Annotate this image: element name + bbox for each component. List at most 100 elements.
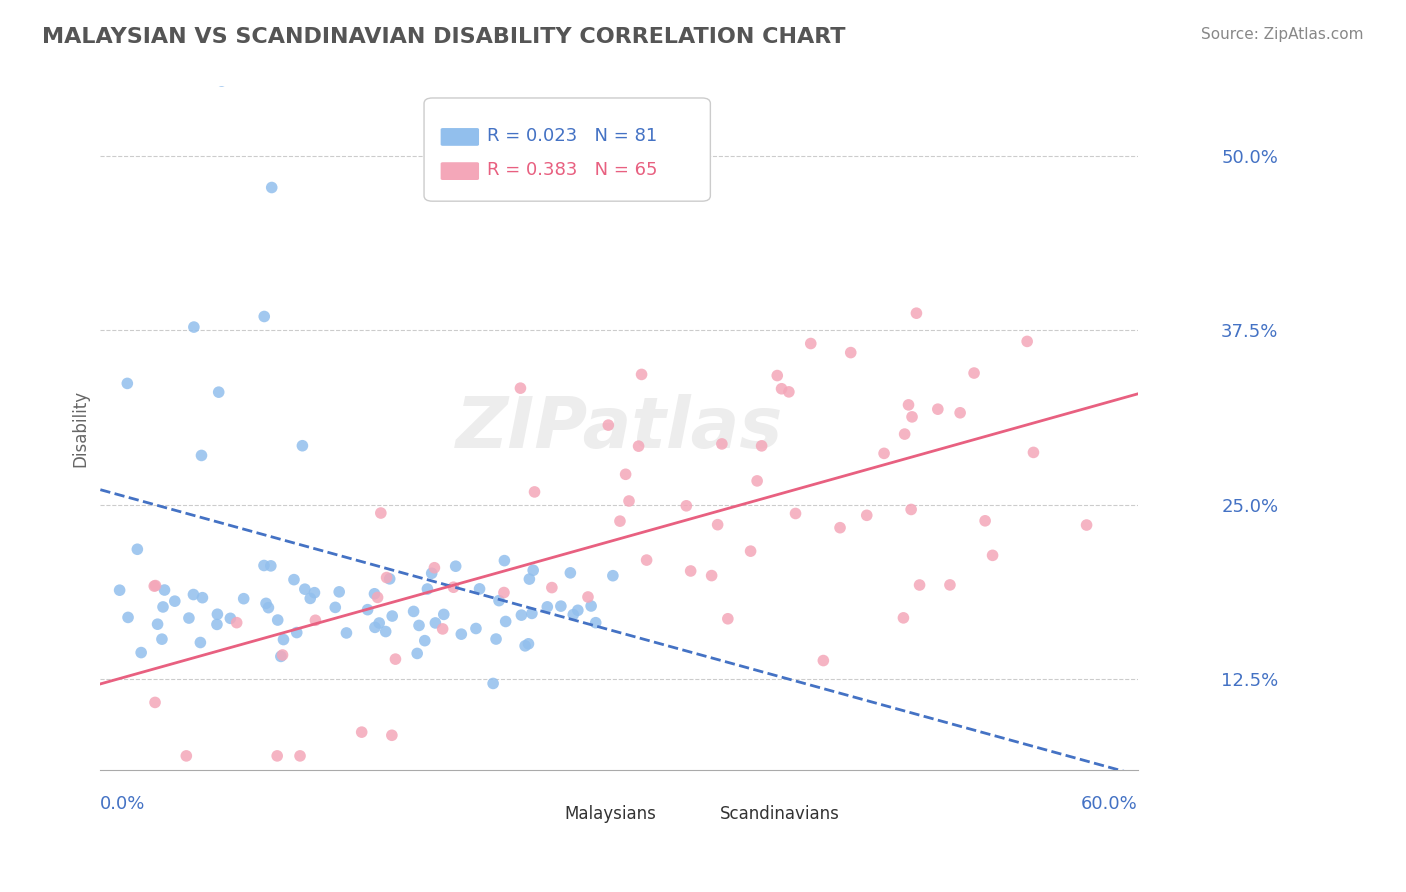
Point [323,600,346,615]
Point [1022,445,1045,459]
Point [700,568,723,582]
Point [270,649,292,664]
Point [416,582,439,596]
Point [485,632,508,646]
Point [420,566,443,581]
Point [706,517,728,532]
Text: R = 0.023   N = 81: R = 0.023 N = 81 [488,127,658,145]
FancyBboxPatch shape [425,98,710,202]
Point [402,604,425,618]
Point [283,573,305,587]
Text: 60.0%: 60.0% [1081,795,1137,813]
Point [288,748,311,763]
Point [408,618,430,632]
Point [550,599,572,614]
Text: ZIPatlas: ZIPatlas [456,393,783,463]
Point [747,474,769,488]
Point [129,646,152,660]
FancyBboxPatch shape [440,162,479,180]
Point [974,514,997,528]
Point [191,591,214,605]
Point [232,591,254,606]
Point [598,418,620,433]
Point [260,558,283,573]
Point [873,446,896,460]
Point [177,611,200,625]
Point [319,0,342,5]
Point [519,572,541,586]
Point [257,600,280,615]
Point [617,494,640,508]
Point [176,748,198,763]
Point [939,578,962,592]
Point [253,558,276,573]
Point [381,728,404,742]
Point [778,384,800,399]
Point [433,607,456,622]
Point [444,559,467,574]
Point [145,578,167,592]
Point [205,617,228,632]
Point [636,553,658,567]
Point [675,499,697,513]
Point [630,368,652,382]
Point [679,564,702,578]
Point [893,427,915,442]
Point [495,615,517,629]
Point [368,615,391,630]
Point [1076,518,1098,533]
Point [425,615,447,630]
Point [374,624,396,639]
Point [468,582,491,596]
Point [367,591,389,605]
Text: Malaysians: Malaysians [564,805,657,823]
Point [465,622,488,636]
Point [356,602,378,616]
Point [897,398,920,412]
Point [541,581,564,595]
Point [183,588,205,602]
Point [271,648,294,662]
Point [254,596,277,610]
Point [492,585,515,599]
Point [488,593,510,607]
Point [285,625,308,640]
Point [384,652,406,666]
Point [740,544,762,558]
Point [576,590,599,604]
Point [432,622,454,636]
Point [949,406,972,420]
Point [219,611,242,625]
Point [253,310,276,324]
Point [510,608,533,623]
Point [190,449,212,463]
Point [981,549,1004,563]
Point [908,578,931,592]
Point [813,654,835,668]
Point [150,632,173,647]
Point [901,409,924,424]
Point [208,385,231,400]
Y-axis label: Disability: Disability [72,390,89,467]
Point [579,599,602,613]
Text: 0.0%: 0.0% [100,795,146,813]
Point [522,563,544,577]
Text: MALAYSIAN VS SCANDINAVIAN DISABILITY CORRELATION CHART: MALAYSIAN VS SCANDINAVIAN DISABILITY COR… [42,27,845,46]
Point [328,585,350,599]
Point [900,502,922,516]
Point [260,180,283,194]
Point [710,437,733,451]
Point [927,402,949,417]
Point [183,320,205,334]
Point [381,609,404,624]
Point [117,610,139,624]
Point [509,381,531,395]
Point [423,560,446,574]
FancyBboxPatch shape [440,128,479,145]
Point [963,366,986,380]
Point [785,507,807,521]
Point [143,695,166,709]
Text: R = 0.383   N = 65: R = 0.383 N = 65 [488,161,658,178]
Text: Scandinavians: Scandinavians [720,805,839,823]
Text: Source: ZipAtlas.com: Source: ZipAtlas.com [1201,27,1364,42]
